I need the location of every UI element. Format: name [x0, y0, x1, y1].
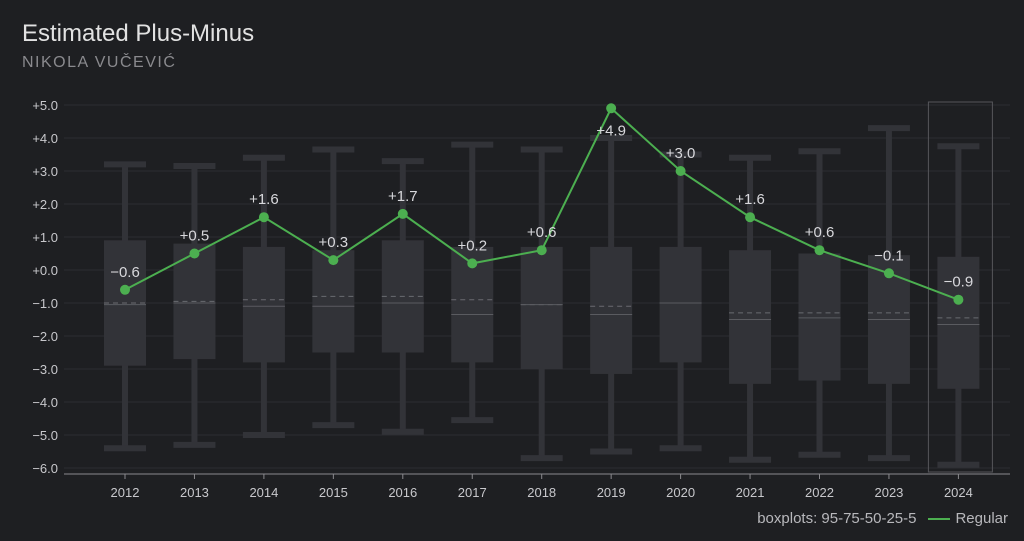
data-point	[258, 212, 269, 223]
legend: boxplots: 95-75-50-25-5 Regular	[757, 510, 1008, 527]
y-tick-label: −1.0	[32, 296, 58, 311]
boxplot	[590, 135, 633, 455]
boxplot	[104, 161, 146, 452]
boxplot	[312, 146, 355, 429]
data-point	[675, 166, 686, 176]
y-tick-label: +5.0	[32, 98, 58, 113]
data-label: +1.6	[249, 191, 279, 208]
chart-subtitle: NIKOLA VUČEVIĆ	[22, 54, 177, 71]
x-tick-label: 2024	[944, 485, 973, 500]
boxplot	[937, 143, 980, 468]
y-tick-label: −5.0	[32, 428, 58, 443]
boxplot	[520, 146, 563, 462]
legend-boxplot-label: boxplots: 95-75-50-25-5	[757, 510, 917, 527]
data-point	[397, 208, 408, 219]
data-point	[536, 245, 547, 256]
chart-title: Estimated Plus-Minus	[22, 20, 255, 47]
boxplot	[381, 158, 424, 435]
y-tick-label: +0.0	[32, 263, 58, 278]
x-tick-label: 2022	[805, 485, 834, 500]
data-label: −0.9	[944, 274, 974, 291]
boxplot	[451, 141, 494, 424]
data-point	[467, 258, 478, 269]
boxplot-box	[242, 246, 285, 363]
data-label: +0.3	[319, 234, 349, 251]
data-label: +1.6	[735, 191, 765, 208]
x-tick-label: 2019	[597, 485, 626, 500]
boxplot-box	[520, 246, 563, 369]
x-tick-label: 2020	[666, 485, 695, 500]
data-point	[953, 294, 964, 305]
data-point	[606, 103, 617, 114]
data-point	[189, 248, 200, 259]
data-label: +3.0	[666, 145, 696, 162]
data-label: +0.5	[180, 228, 210, 245]
x-tick-label: 2018	[527, 485, 556, 500]
data-point	[883, 268, 894, 279]
boxplot-box	[312, 250, 355, 353]
data-point	[745, 212, 756, 223]
highlight-frame	[927, 101, 993, 473]
x-tick-label: 2012	[111, 485, 140, 500]
data-point	[120, 284, 130, 295]
legend-line-icon	[928, 518, 951, 521]
data-label: +4.9	[596, 122, 626, 139]
x-tick-label: 2013	[180, 485, 209, 500]
y-tick-label: +3.0	[32, 164, 58, 179]
x-tick-label: 2016	[388, 485, 417, 500]
data-point	[328, 255, 339, 266]
data-label: −0.1	[874, 247, 904, 264]
y-tick-label: −2.0	[32, 329, 58, 344]
boxplot	[867, 125, 910, 462]
x-tick-label: 2023	[874, 485, 903, 500]
y-tick-label: +4.0	[32, 131, 58, 146]
data-label: +0.6	[527, 224, 557, 241]
x-tick-label: 2014	[249, 485, 278, 500]
y-tick-label: +2.0	[32, 197, 58, 212]
boxplot	[729, 154, 772, 463]
x-tick-label: 2017	[458, 485, 487, 500]
y-tick-label: −3.0	[32, 362, 58, 377]
boxplot-box	[659, 246, 702, 363]
data-label: −0.6	[110, 264, 140, 281]
boxplot-box	[590, 246, 633, 374]
y-tick-label: −4.0	[32, 395, 58, 410]
data-label: +1.7	[388, 188, 418, 205]
data-point	[814, 245, 825, 256]
y-tick-label: +1.0	[32, 230, 58, 245]
data-label: +0.2	[457, 237, 487, 254]
boxplot	[659, 151, 702, 452]
y-tick-label: −6.0	[32, 461, 58, 476]
x-tick-label: 2015	[319, 485, 348, 500]
boxplot-box	[937, 256, 980, 389]
boxplot	[798, 148, 841, 458]
legend-series-label: Regular	[955, 510, 1008, 527]
legend-series[interactable]: Regular	[928, 510, 1008, 527]
data-label: +0.6	[805, 224, 835, 241]
boxplot-box	[798, 253, 841, 381]
x-tick-label: 2021	[736, 485, 765, 500]
boxplot-box	[729, 250, 772, 384]
boxplot	[242, 154, 285, 438]
boxplot	[173, 163, 216, 448]
